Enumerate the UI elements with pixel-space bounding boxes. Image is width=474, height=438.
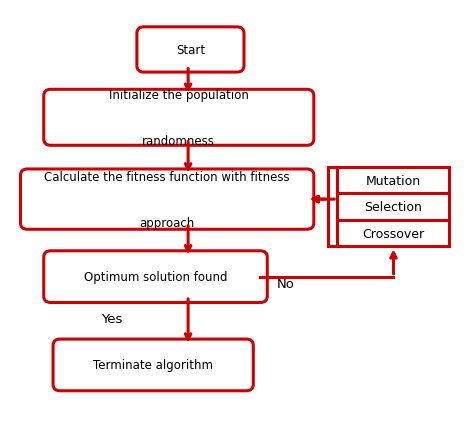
Text: Yes: Yes xyxy=(101,313,123,325)
Text: Initialize the population

randomness: Initialize the population randomness xyxy=(109,88,249,148)
Text: Selection: Selection xyxy=(364,201,422,214)
Text: Terminate algorithm: Terminate algorithm xyxy=(93,359,213,371)
FancyBboxPatch shape xyxy=(137,28,244,73)
Text: Crossover: Crossover xyxy=(362,227,424,240)
Text: Start: Start xyxy=(176,44,205,57)
Text: No: No xyxy=(277,277,294,290)
FancyBboxPatch shape xyxy=(44,251,267,303)
FancyBboxPatch shape xyxy=(20,170,314,230)
FancyBboxPatch shape xyxy=(337,167,449,247)
Text: Optimum solution found: Optimum solution found xyxy=(84,271,227,283)
Text: Mutation: Mutation xyxy=(365,174,420,187)
FancyBboxPatch shape xyxy=(44,90,314,146)
Text: Calculate the fitness function with fitness

approach: Calculate the fitness function with fitn… xyxy=(45,170,290,229)
FancyBboxPatch shape xyxy=(53,339,253,391)
